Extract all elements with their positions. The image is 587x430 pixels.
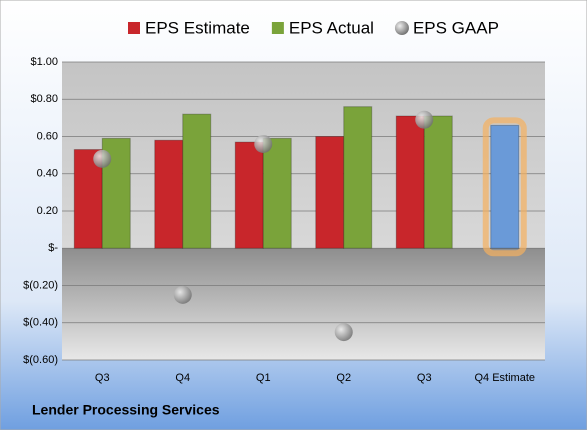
x-tick-label: Q3 (417, 372, 432, 384)
y-tick-label: 0.20 (37, 205, 58, 217)
y-tick-label: $(0.20) (23, 279, 58, 291)
y-tick-label: 0.60 (37, 130, 58, 142)
x-tick-label: Q4 (175, 372, 190, 384)
bar (343, 106, 373, 249)
bar-glow (482, 117, 527, 257)
bar (154, 139, 184, 249)
y-tick-label: $1.00 (30, 56, 58, 68)
x-tick-label: Q2 (336, 372, 351, 384)
scatter-point (254, 134, 273, 153)
bar (234, 141, 264, 249)
x-tick-label: Q1 (256, 372, 271, 384)
legend-label: EPS GAAP (413, 18, 499, 37)
plot-area-upper (62, 62, 545, 249)
bar (423, 115, 453, 249)
scatter-point (334, 323, 353, 342)
x-tick-label: Q3 (95, 372, 110, 384)
y-tick-label: 0.40 (37, 168, 58, 180)
bar (182, 113, 212, 249)
scatter-point (173, 285, 192, 304)
legend-marker (394, 21, 409, 35)
legend-marker (271, 22, 284, 34)
scatter-point (93, 149, 112, 168)
scatter-point (415, 110, 434, 129)
bar (315, 136, 345, 249)
legend-label: EPS Estimate (145, 18, 250, 37)
bar (490, 124, 520, 249)
bar (262, 137, 292, 249)
y-tick-label: $(0.60) (23, 354, 58, 366)
footer: Lender Processing Services (32, 402, 220, 418)
bar (395, 115, 425, 249)
y-tick-label: $- (48, 242, 58, 254)
legend-marker (128, 22, 140, 34)
plot-area-lower (62, 248, 545, 360)
x-tick-label: Q4 Estimate (474, 372, 535, 384)
y-tick-label: $(0.40) (23, 317, 58, 329)
y-tick-label: $0.80 (30, 93, 58, 105)
legend-label: EPS Actual (289, 18, 374, 37)
